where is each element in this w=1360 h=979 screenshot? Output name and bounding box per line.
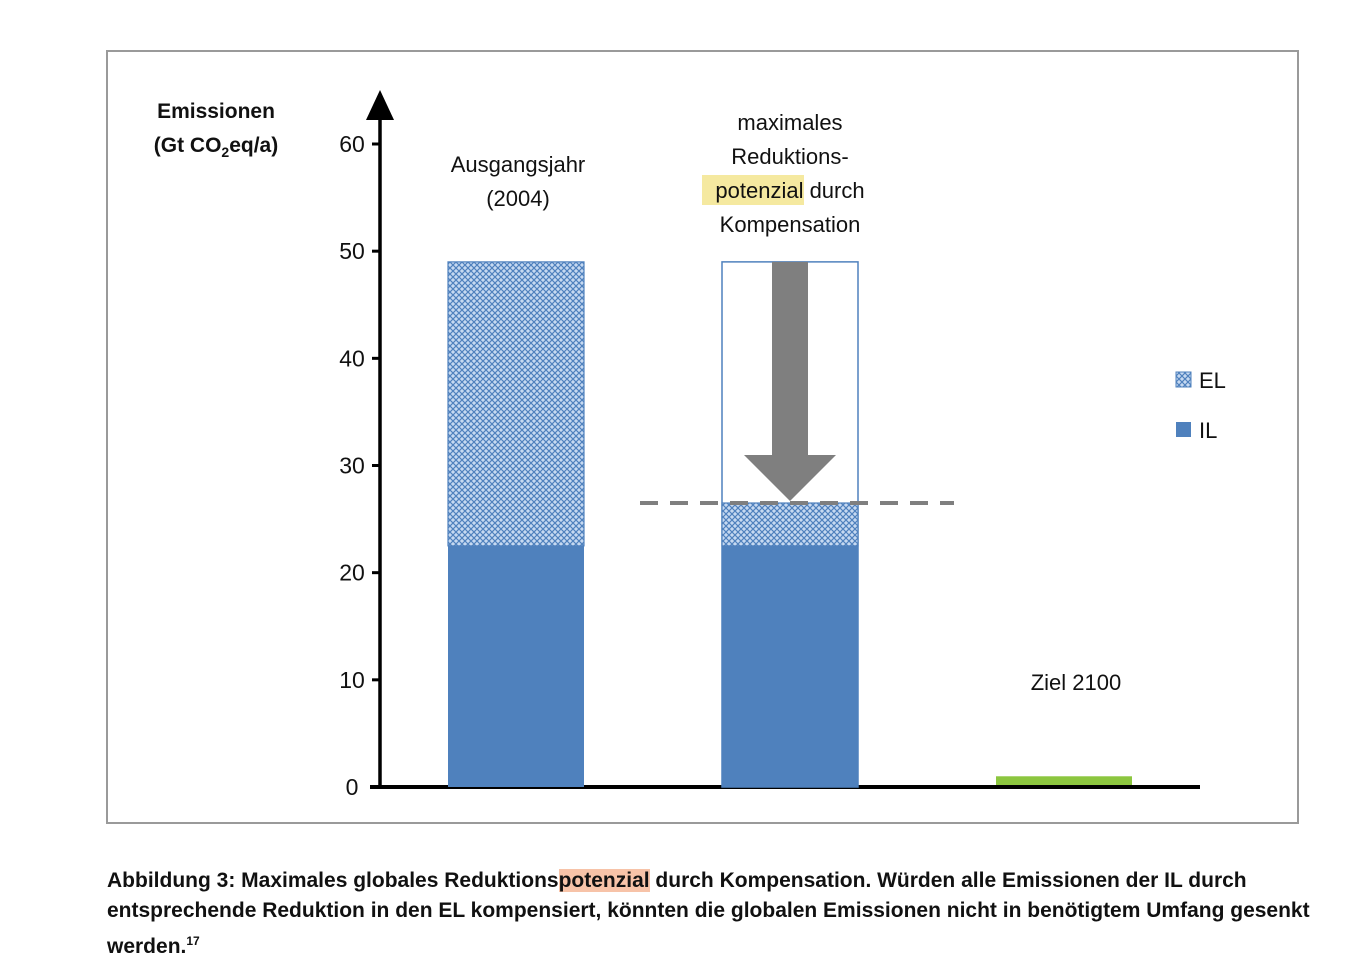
- bar-ausgangsjahr-il: [448, 545, 584, 787]
- legend-swatch-el: [1175, 371, 1192, 388]
- y-axis-label-line1: Emissionen: [157, 100, 275, 123]
- bar-label-reduction: maximales: [737, 110, 842, 135]
- bar-ziel-2100: [996, 776, 1132, 785]
- bar-label-ausgangsjahr: (2004): [486, 186, 550, 211]
- reduction-arrow: [744, 261, 836, 502]
- y-tick-label: 30: [339, 453, 365, 479]
- y-axis-arrow: [366, 90, 394, 120]
- y-tick-label: 60: [339, 131, 365, 157]
- chart-frame: 0 10 20 30 40 50 60 Emissionen (Gt CO2eq/a) Ausga…: [106, 50, 1299, 824]
- bar-label-ausgangsjahr: Ausgangsjahr: [451, 152, 586, 177]
- legend-label-el: EL: [1199, 368, 1226, 393]
- caption-highlight: potenzial: [558, 869, 650, 892]
- y-tick-label: 40: [339, 345, 365, 371]
- bar-label-reduction: potenzial durch: [715, 178, 864, 203]
- bar-label-reduction: Reduktions-: [731, 144, 848, 169]
- y-tick-label: 0: [346, 774, 359, 800]
- y-tick-label: 50: [339, 238, 365, 264]
- y-tick-label: 20: [339, 560, 365, 586]
- caption-suffix: durch Kompensation. Würden alle Emission…: [107, 869, 1310, 958]
- chart-plot: 0 10 20 30 40 50 60 Emissionen (Gt CO2eq/a) Ausga…: [154, 90, 1226, 800]
- bar-label-reduction: Kompensation: [720, 212, 861, 237]
- bar-reduction-el: [721, 502, 859, 547]
- label-highlight-potenzial: [702, 175, 804, 205]
- legend-label-il: IL: [1199, 418, 1217, 443]
- bar-label-ziel-2100: Ziel 2100: [1031, 670, 1122, 695]
- y-axis-label-line2: (Gt CO2eq/a): [154, 134, 278, 160]
- caption-footnote: 17: [186, 934, 200, 948]
- bar-reduction-il: [722, 545, 858, 787]
- bar-ausgangsjahr-el: [447, 261, 585, 547]
- caption-prefix: Abbildung 3: Maximales globales Reduktio…: [107, 869, 559, 892]
- figure-caption: Abbildung 3: Maximales globales Reduktio…: [107, 866, 1327, 962]
- y-tick-label: 10: [339, 667, 365, 693]
- legend-swatch-il: [1176, 422, 1191, 437]
